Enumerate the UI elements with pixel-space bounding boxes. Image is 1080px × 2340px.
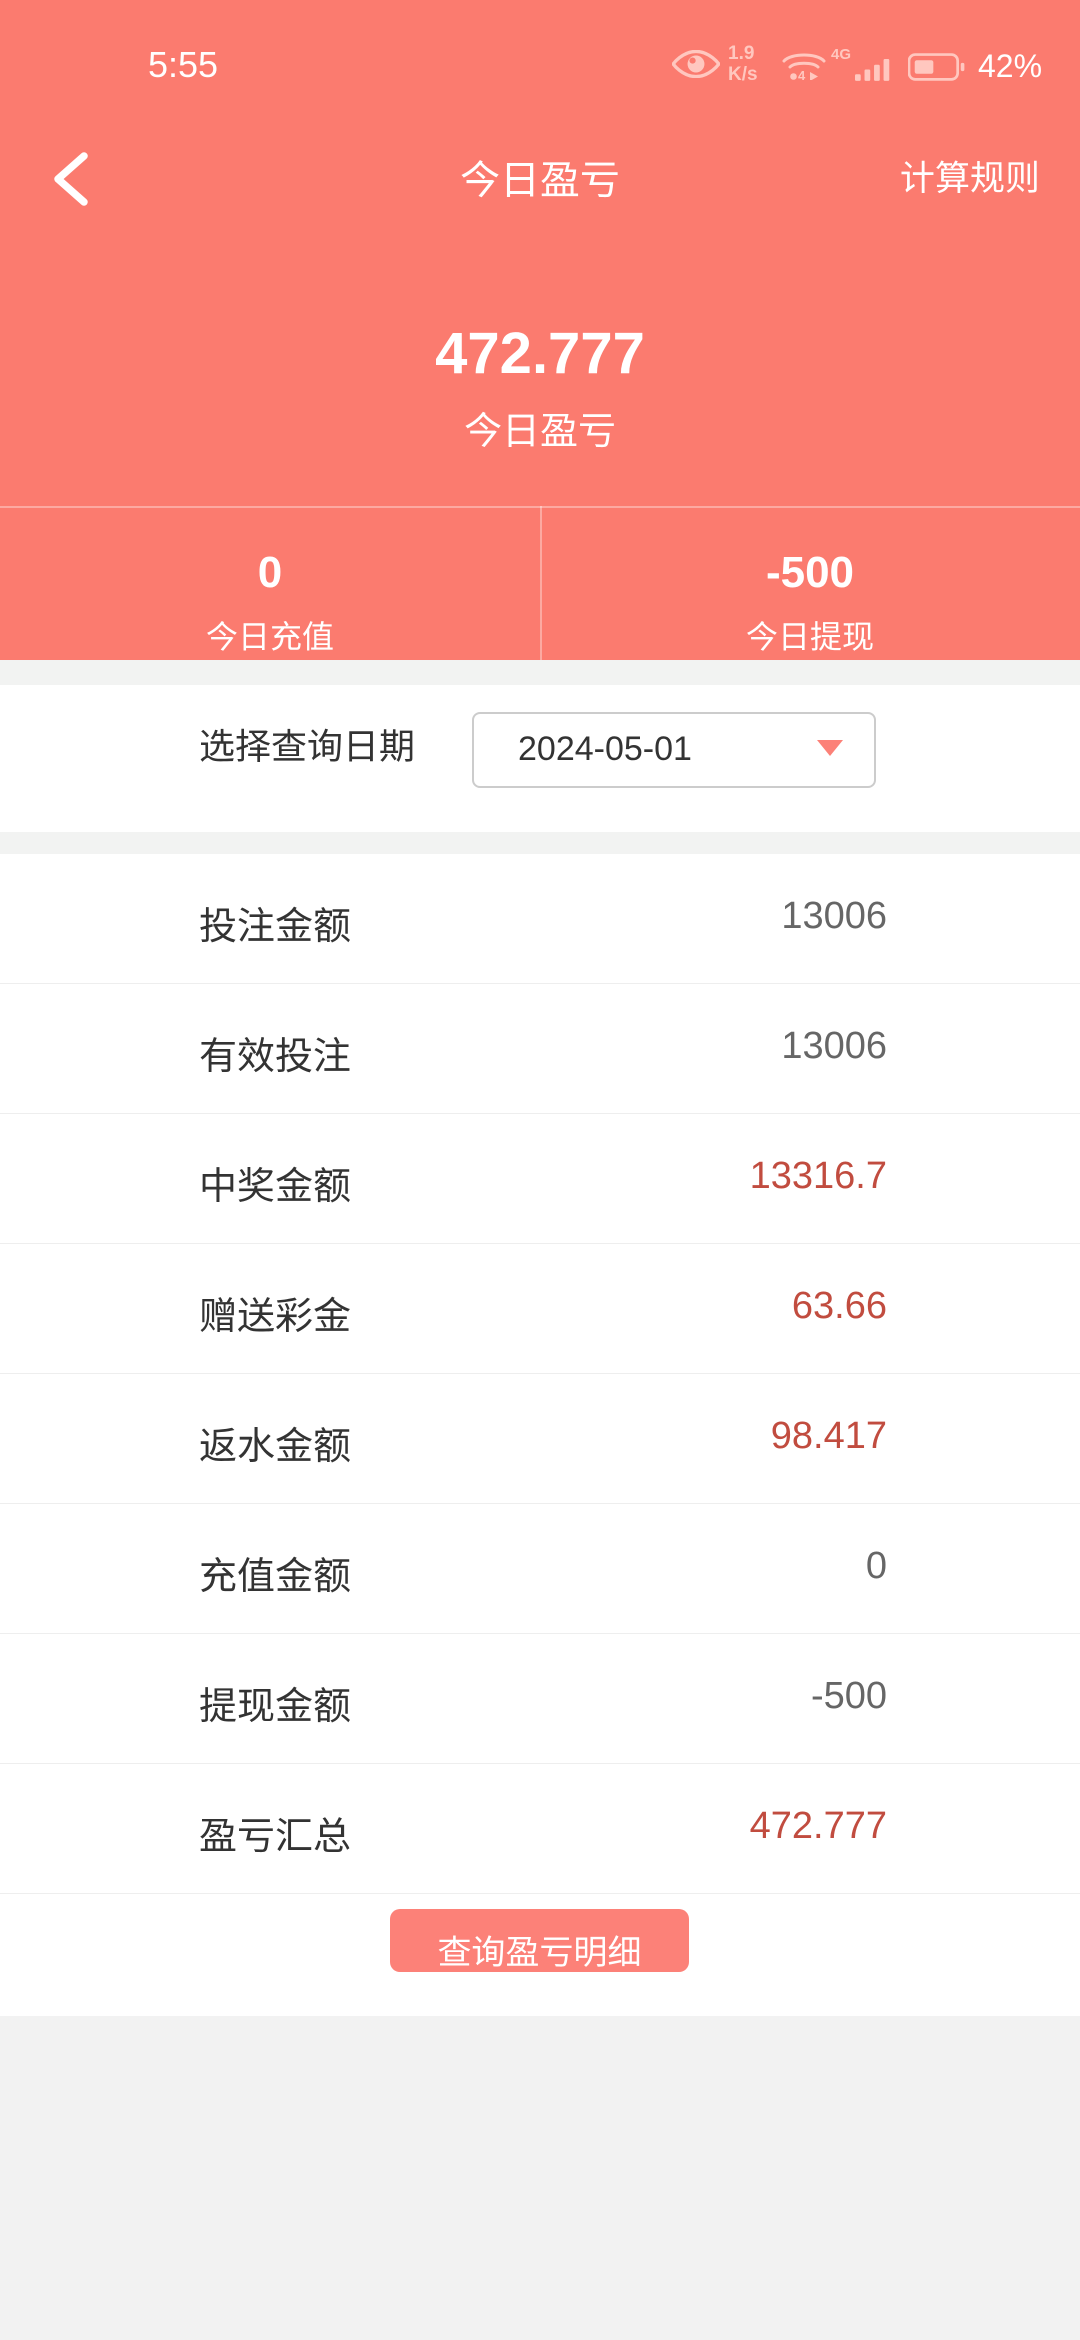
svg-text:4: 4 xyxy=(798,68,806,80)
